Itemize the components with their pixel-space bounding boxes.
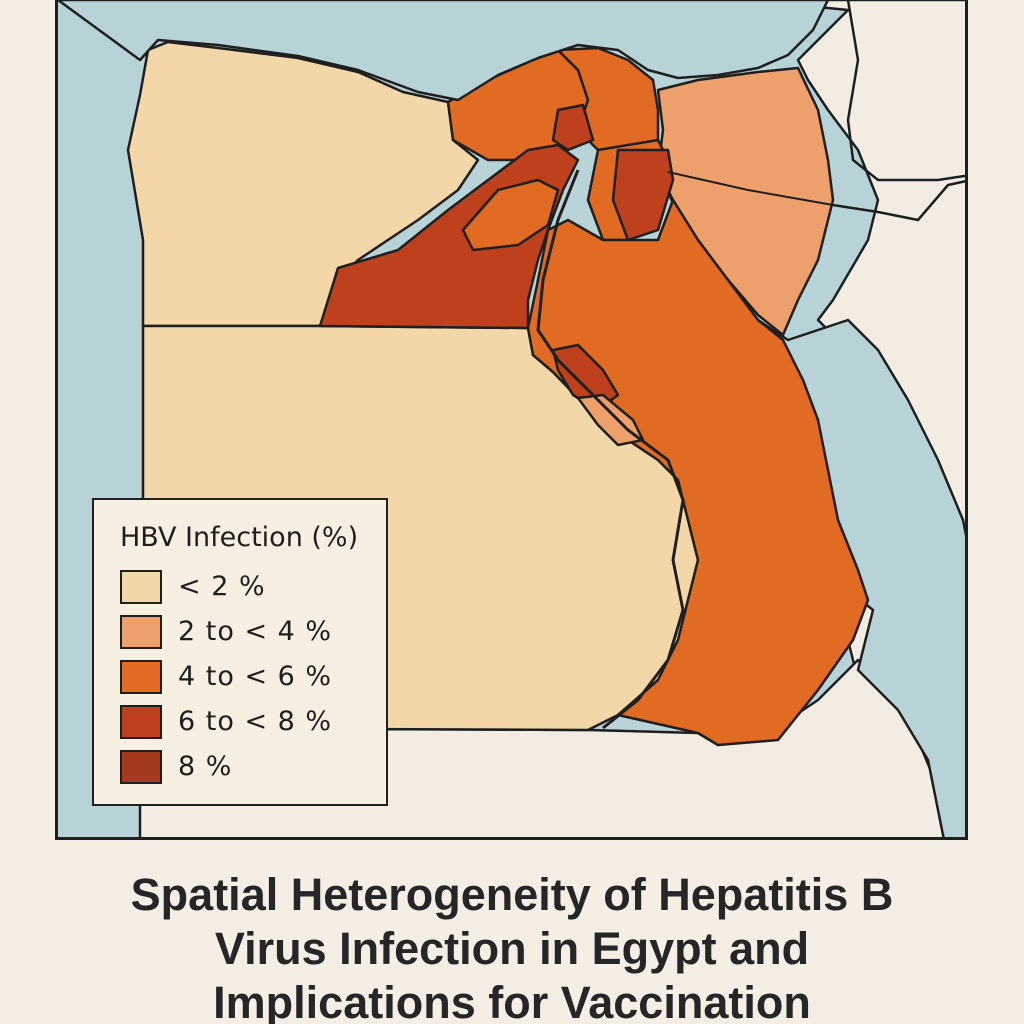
legend-label: 8 % (178, 751, 233, 782)
map-legend: HBV Infection (%) < 2 % 2 to < 4 % 4 to … (92, 498, 388, 806)
legend-title: HBV Infection (%) (120, 522, 359, 553)
legend-label: < 2 % (178, 571, 266, 602)
region-delta-sharkia (611, 148, 675, 242)
nile-river (536, 169, 685, 730)
coastline-east (846, 0, 965, 182)
legend-swatch (120, 615, 162, 649)
legend-label: 2 to < 4 % (178, 616, 333, 647)
region-western-desert (126, 40, 480, 328)
border-sinai-line (667, 171, 834, 206)
legend-item-4: 8 % (120, 750, 370, 786)
legend-item-2: 4 to < 6 % (120, 660, 370, 696)
legend-swatch (120, 750, 162, 784)
legend-label: 4 to < 6 % (178, 661, 333, 692)
region-fayoum (461, 178, 560, 252)
legend-item-3: 6 to < 8 % (120, 705, 370, 741)
legend-swatch (120, 570, 162, 604)
legend-swatch (120, 660, 162, 694)
border-east-line (832, 180, 965, 222)
legend-label: 6 to < 8 % (178, 706, 333, 737)
mediterranean-sea (58, 0, 830, 102)
legend-item-1: 2 to < 4 % (120, 615, 370, 651)
caption-title: Spatial Heterogeneity of Hepatitis B Vir… (130, 869, 894, 1024)
region-delta-center-dark (551, 103, 595, 152)
legend-swatch (120, 705, 162, 739)
figure-caption: Spatial Heterogeneity of Hepatitis B Vir… (0, 868, 1024, 1024)
legend-item-0: < 2 % (120, 570, 370, 606)
